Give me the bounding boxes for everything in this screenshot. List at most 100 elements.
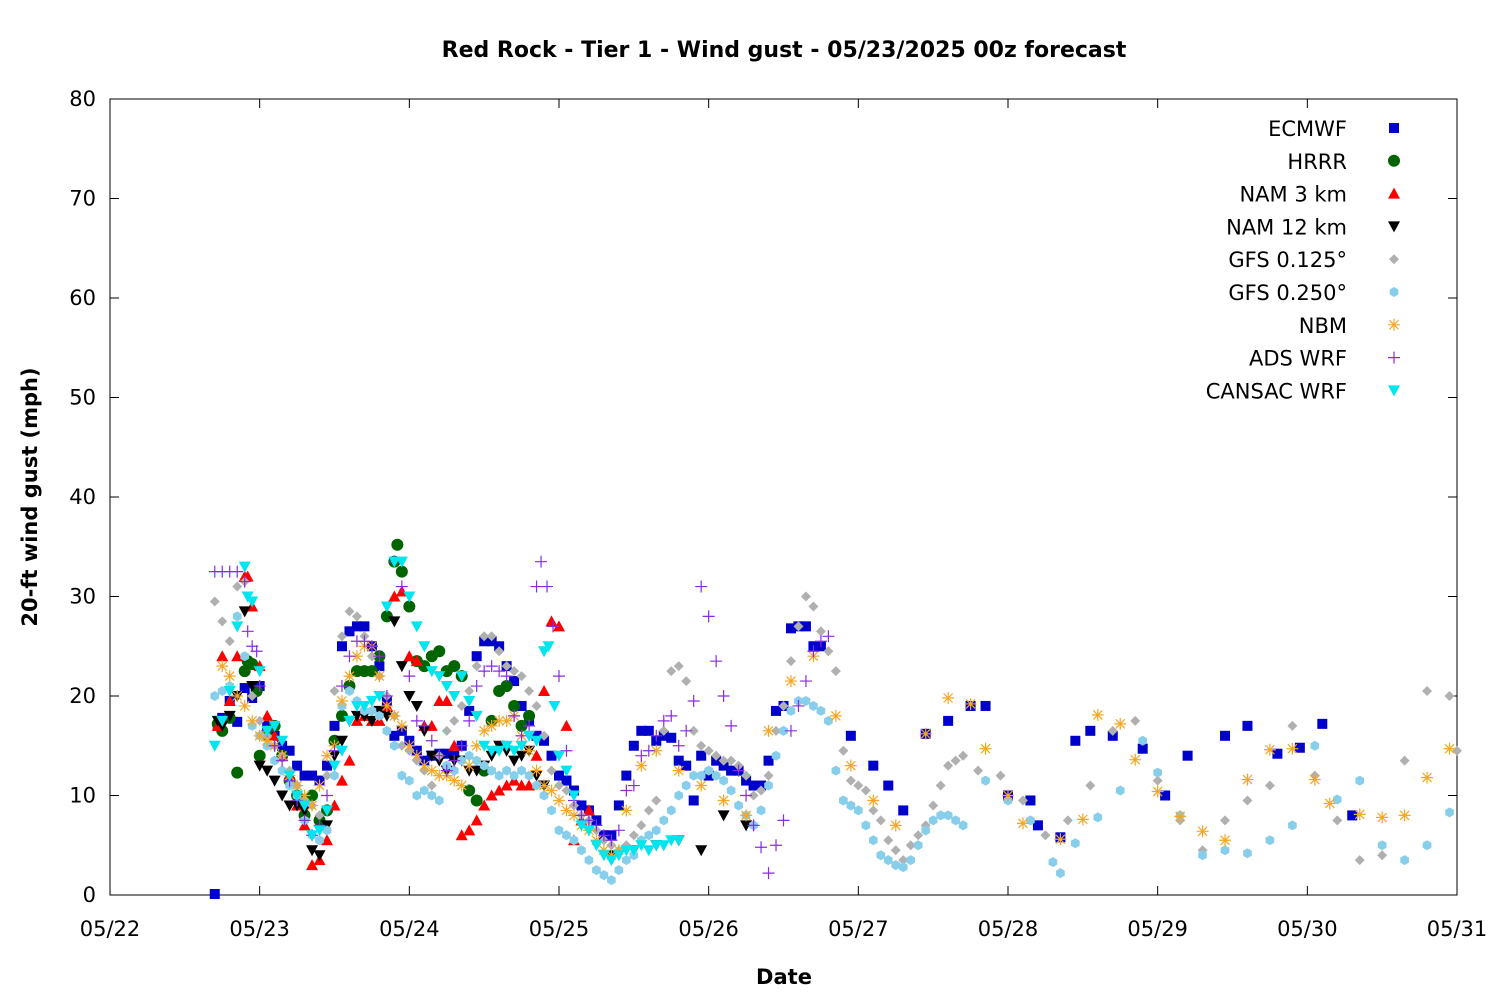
data-point (913, 840, 923, 851)
data-point (883, 835, 894, 846)
data-point (508, 745, 521, 757)
data-point (365, 640, 378, 653)
data-point (913, 830, 924, 841)
legend-label: GFS 0.125° (1228, 248, 1347, 272)
data-point (405, 775, 414, 786)
data-point (666, 666, 677, 677)
data-point (1017, 795, 1028, 806)
data-point (306, 859, 319, 871)
data-point (740, 820, 753, 832)
data-point (524, 770, 534, 781)
data-point (597, 850, 610, 862)
data-point (628, 740, 639, 751)
data-point (553, 670, 565, 683)
data-point (335, 745, 348, 757)
data-point (814, 635, 827, 648)
data-point (799, 675, 812, 688)
data-point (410, 714, 423, 727)
data-point (928, 800, 939, 811)
data-point (785, 623, 796, 634)
data-point (711, 770, 721, 781)
data-point (567, 809, 580, 822)
data-point (253, 749, 266, 762)
data-point (546, 750, 557, 761)
data-point (740, 809, 753, 822)
data-point (1182, 750, 1193, 761)
data-point (830, 666, 841, 677)
legend-label: ECMWF (1268, 117, 1347, 141)
data-point (335, 680, 348, 693)
data-point (395, 661, 408, 673)
data-point (898, 805, 909, 816)
data-point (1400, 855, 1409, 866)
data-point (440, 681, 453, 693)
data-point (607, 875, 616, 886)
data-point (1054, 833, 1067, 846)
series-0 (209, 621, 1358, 900)
data-point (829, 709, 842, 722)
data-point (240, 651, 250, 662)
data-point (298, 814, 311, 827)
data-point (1317, 718, 1328, 729)
data-point (1377, 840, 1387, 851)
data-point (440, 764, 453, 777)
data-point (704, 765, 713, 776)
data-point (253, 666, 266, 678)
data-point (628, 830, 639, 841)
data-point (717, 810, 730, 822)
data-point (395, 565, 408, 578)
data-point (763, 755, 774, 766)
data-point (440, 694, 453, 706)
data-point (771, 725, 782, 736)
data-point (500, 680, 513, 693)
data-point (546, 765, 557, 776)
data-point (1445, 807, 1454, 818)
data-point (1002, 789, 1014, 802)
data-point (1056, 868, 1065, 879)
data-point (906, 855, 916, 866)
data-point (380, 690, 393, 702)
data-point (950, 755, 961, 766)
data-point (216, 660, 229, 673)
x-tick-label: 05/26 (678, 917, 739, 941)
data-point (329, 720, 340, 731)
data-point (313, 850, 326, 862)
data-point (1137, 743, 1148, 754)
data-point (844, 759, 857, 772)
data-point (412, 790, 422, 801)
data-point (455, 739, 468, 752)
legend-marker (1388, 154, 1400, 167)
data-point (809, 700, 818, 711)
data-point (1332, 815, 1343, 826)
data-point (748, 790, 759, 801)
data-point (1287, 720, 1298, 731)
data-point (261, 734, 274, 747)
data-point (876, 850, 886, 861)
data-point (433, 749, 446, 762)
data-point (1070, 735, 1081, 746)
x-tick-label: 05/27 (828, 917, 889, 941)
data-point (365, 695, 378, 707)
data-point (425, 734, 438, 747)
data-point (539, 790, 549, 801)
data-point (535, 555, 548, 568)
data-point (336, 631, 347, 642)
data-point (276, 754, 289, 767)
data-point (831, 765, 841, 776)
data-point (569, 835, 579, 846)
data-point (500, 740, 513, 752)
data-point (1398, 809, 1411, 822)
data-point (254, 715, 265, 726)
data-point (463, 759, 476, 772)
data-point (335, 694, 348, 707)
data-point (635, 749, 648, 762)
data-point (658, 725, 669, 736)
data-point (853, 780, 864, 791)
data-point (464, 750, 474, 761)
data-point (620, 804, 633, 817)
data-point (397, 770, 407, 781)
data-point (621, 770, 632, 781)
data-point (472, 755, 482, 766)
data-point (463, 824, 476, 836)
data-point (672, 835, 685, 847)
